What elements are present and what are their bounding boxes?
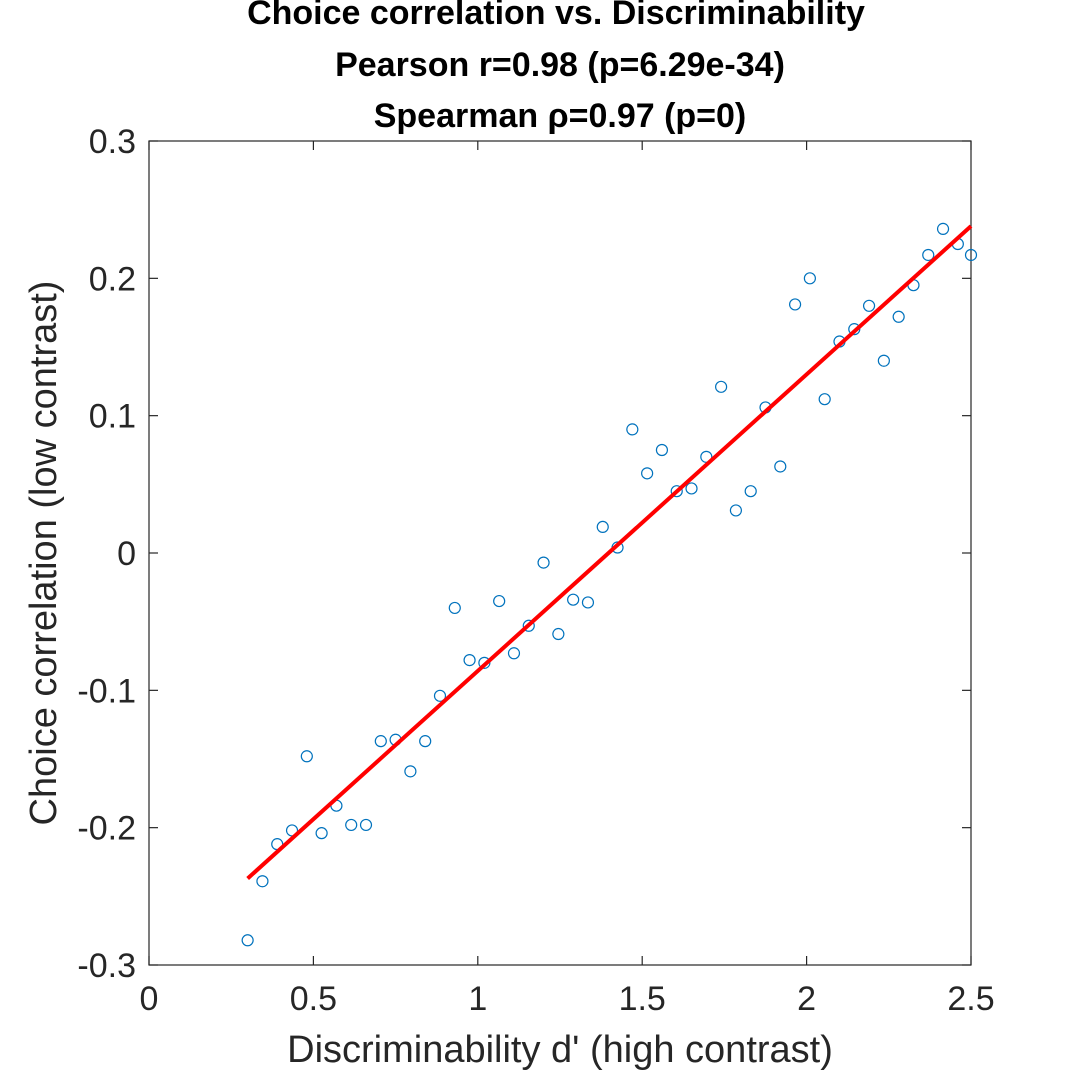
y-tick-label: 0.2 — [89, 260, 136, 298]
data-point-marker — [641, 467, 654, 480]
data-point-marker — [596, 520, 609, 534]
data-point-marker — [315, 827, 328, 840]
data-point-marker — [626, 423, 639, 436]
x-tick-label: 2 — [797, 980, 816, 1018]
data-point-marker — [892, 310, 905, 323]
data-point-marker — [848, 323, 861, 336]
data-point-marker — [922, 248, 935, 262]
data-point-marker — [567, 593, 580, 606]
title-line-3: Spearman ρ=0.97 (p=0) — [374, 97, 747, 135]
y-tick-label: -0.3 — [77, 947, 136, 985]
data-point-marker — [448, 601, 461, 615]
data-point-marker — [685, 482, 698, 495]
data-point-marker — [374, 735, 387, 748]
data-point-marker — [537, 556, 550, 569]
data-point-marker — [552, 627, 565, 641]
data-point-marker — [729, 504, 743, 517]
data-point-marker — [359, 818, 373, 832]
chart-title: Choice correlation vs. Discriminability … — [247, 0, 865, 135]
x-tick-label: 2.5 — [947, 980, 994, 1018]
data-point-marker — [670, 485, 683, 498]
data-point-marker — [788, 298, 802, 311]
axis-tick-labels: 0 0.5 1 1.5 2 2.5 -0.3 -0.2 -0.1 0 0.1 0.2 0.3 — [77, 123, 994, 1018]
y-tick-label: 0 — [117, 535, 136, 573]
data-point-marker — [256, 875, 269, 888]
data-point-marker — [463, 654, 476, 667]
y-axis-label: Choice correlation (low contrast) — [23, 281, 65, 826]
data-point-marker — [522, 619, 535, 632]
y-tick-label: -0.1 — [77, 672, 136, 710]
x-tick-label: 1 — [468, 980, 487, 1018]
data-point-marker — [300, 750, 313, 763]
axis-ticks — [148, 140, 972, 966]
data-point-marker — [507, 647, 521, 660]
data-point-marker — [744, 485, 757, 498]
data-point-marker — [862, 299, 876, 312]
data-point-marker — [433, 689, 447, 702]
data-point-marker — [478, 656, 491, 669]
data-point-marker — [404, 765, 417, 778]
data-point-marker — [877, 354, 890, 367]
data-point-marker — [345, 818, 358, 832]
data-point-marker — [715, 380, 728, 393]
x-tick-label: 1.5 — [619, 980, 666, 1018]
title-line-1: Choice correlation vs. Discriminability — [247, 0, 865, 32]
title-line-2: Pearson r=0.98 (p=6.29e-34) — [335, 46, 785, 84]
data-points — [241, 222, 978, 947]
x-tick-label: 0 — [140, 980, 159, 1018]
data-point-marker — [655, 443, 669, 457]
y-tick-label: -0.2 — [77, 810, 136, 848]
data-point-marker — [803, 272, 816, 285]
data-point-marker — [419, 735, 432, 748]
data-point-marker — [818, 393, 831, 406]
data-point-marker — [581, 596, 595, 609]
x-tick-label: 0.5 — [290, 980, 337, 1018]
y-tick-label: 0.3 — [89, 123, 136, 161]
data-point-marker — [964, 248, 978, 262]
regression-fit-line — [246, 224, 973, 880]
data-point-marker — [241, 934, 254, 947]
data-point-marker — [774, 460, 787, 473]
y-tick-label: 0.1 — [89, 398, 136, 436]
x-axis-label: Discriminability d' (high contrast) — [287, 1029, 833, 1071]
data-point-marker — [493, 594, 506, 608]
data-point-marker — [936, 222, 950, 235]
